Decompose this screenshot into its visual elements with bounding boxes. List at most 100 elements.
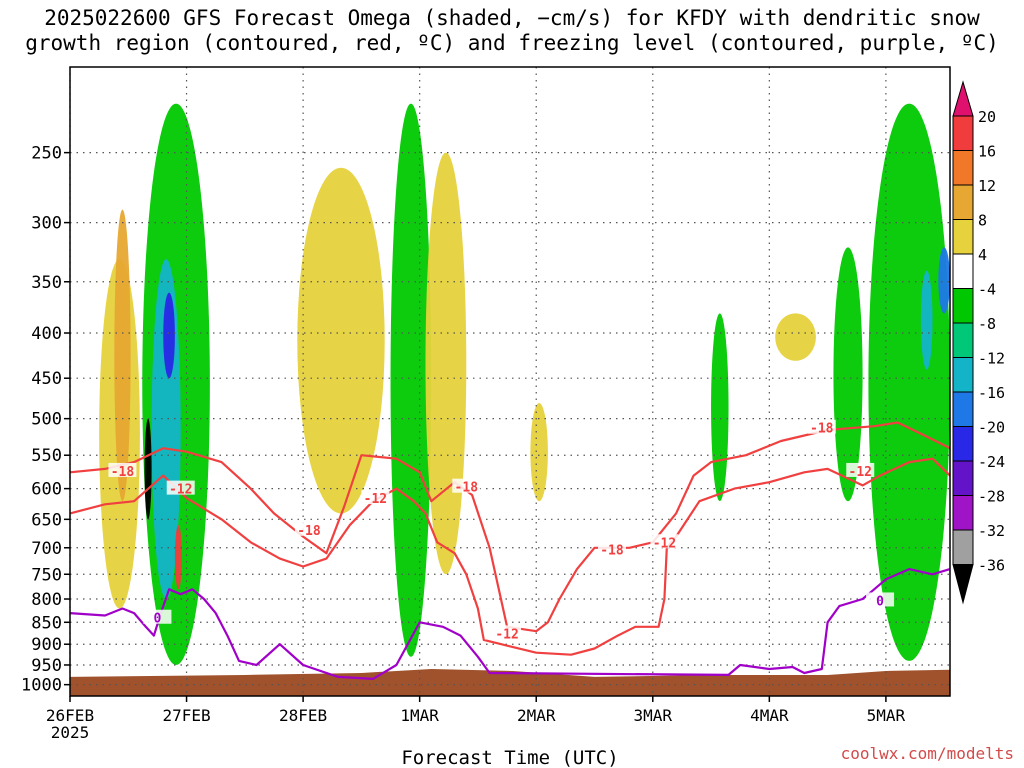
y-tick-label-550: 550 xyxy=(31,446,62,466)
colorbar-seg-10 xyxy=(952,426,974,462)
terrain-ground xyxy=(70,668,950,696)
x-tick-label-7: 5MAR xyxy=(867,706,906,725)
y-tick-label-250: 250 xyxy=(31,144,62,164)
y-tick-label-300: 300 xyxy=(31,214,62,234)
contour-label-bg-1 xyxy=(166,480,195,495)
omega-region-11 xyxy=(711,313,729,502)
plot-frame xyxy=(69,66,951,697)
omega-region-9 xyxy=(425,152,467,575)
colorbar-label-4: 4 xyxy=(978,246,987,264)
x-tick-label-1: 27FEB xyxy=(162,706,210,725)
colorbar-seg-3 xyxy=(952,184,974,220)
omega-region-5 xyxy=(144,418,152,520)
colorbar-seg-13 xyxy=(952,529,974,565)
x-tick-label-3: 1MAR xyxy=(400,706,439,725)
y-tick-label-650: 650 xyxy=(31,510,62,530)
contour-label-4: -18 xyxy=(455,481,479,496)
colorbar-seg-4 xyxy=(952,219,974,255)
omega-region-13 xyxy=(833,247,863,502)
colorbar-label-12: -32 xyxy=(978,522,1005,540)
contour-label-1: -12 xyxy=(169,483,192,498)
omega-region-14 xyxy=(868,103,951,661)
colorbar-seg-2 xyxy=(952,150,974,186)
contour-2-line xyxy=(69,567,951,681)
x-axis-title: Forecast Time (UTC) xyxy=(401,747,618,768)
contour-label-bg-9 xyxy=(846,462,875,477)
y-tick-label-850: 850 xyxy=(31,613,62,633)
colorbar-seg-11 xyxy=(952,460,974,496)
omega-region-10 xyxy=(530,402,548,502)
contour-label-7: -12 xyxy=(653,536,676,551)
y-tick-label-700: 700 xyxy=(31,539,62,559)
y-tick-label-450: 450 xyxy=(31,369,62,389)
x-tick-label-6: 4MAR xyxy=(750,706,789,725)
contour-label-0: -18 xyxy=(111,465,135,480)
omega-region-7 xyxy=(297,167,385,514)
x-tick-label-4: 2MAR xyxy=(517,706,556,725)
omega-region-6 xyxy=(174,525,182,590)
contour-label-11: 0 xyxy=(876,594,884,609)
y-tick-label-950: 950 xyxy=(31,656,62,676)
contour-label-bg-2 xyxy=(294,521,323,536)
colorbar-seg-12 xyxy=(952,495,974,531)
y-tick-label-600: 600 xyxy=(31,480,62,500)
contour-label-bg-4 xyxy=(452,478,481,493)
colorbar-seg-9 xyxy=(952,391,974,427)
colorbar-seg-6 xyxy=(952,288,974,324)
omega-region-1 xyxy=(114,209,131,502)
colorbar-label-3: 8 xyxy=(978,212,987,230)
contour-label-5: -12 xyxy=(495,627,518,642)
omega-region-15 xyxy=(920,270,933,370)
colorbar-label-11: -28 xyxy=(978,488,1005,506)
colorbar-seg-1 xyxy=(952,115,974,151)
colorbar-seg-7 xyxy=(952,322,974,358)
omega-region-12 xyxy=(775,313,816,361)
contour-label-bg-11 xyxy=(866,592,895,607)
contour-label-bg-3 xyxy=(361,490,390,505)
colorbar-label-2: 12 xyxy=(978,177,996,195)
colorbar-top-arrow xyxy=(952,80,974,117)
colorbar-seg-5 xyxy=(952,253,974,289)
colorbar-bottom-arrow xyxy=(952,564,974,605)
site-credit[interactable]: coolwx.com/modelts xyxy=(840,744,1014,763)
y-tick-label-800: 800 xyxy=(31,590,62,610)
contour-label-6: -18 xyxy=(600,543,624,558)
y-tick-label-1000: 1000 xyxy=(21,676,62,696)
x-year-label: 2025 xyxy=(51,723,90,742)
contour-1-line xyxy=(69,457,951,656)
omega-region-16 xyxy=(938,247,950,314)
colorbar-label-13: -36 xyxy=(978,557,1005,575)
y-tick-label-900: 900 xyxy=(31,635,62,655)
chart-title-line-2: growth region (contoured, red, ºC) and f… xyxy=(25,31,999,55)
contour-label-bg-8 xyxy=(807,419,836,434)
contour-label-bg-5 xyxy=(493,625,522,640)
contour-label-bg-0 xyxy=(108,462,137,477)
y-tick-label-750: 750 xyxy=(31,565,62,585)
x-tick-label-5: 3MAR xyxy=(634,706,673,725)
colorbar-label-9: -20 xyxy=(978,419,1005,437)
contour-label-bg-7 xyxy=(650,534,679,549)
colorbar-label-0: 20 xyxy=(978,108,996,126)
y-tick-label-350: 350 xyxy=(31,273,62,293)
contour-label-8: -18 xyxy=(810,422,834,437)
contour-label-10: 0 xyxy=(154,612,162,627)
omega-region-8 xyxy=(390,103,432,657)
contour-label-bg-10 xyxy=(143,609,172,624)
contour-0-line xyxy=(69,421,951,633)
colorbar-label-8: -16 xyxy=(978,384,1005,402)
contour-label-2: -18 xyxy=(297,524,321,539)
x-tick-label-0: 26FEB xyxy=(46,706,94,725)
omega-region-4 xyxy=(163,292,175,379)
colorbar-seg-8 xyxy=(952,357,974,393)
y-tick-label-500: 500 xyxy=(31,410,62,430)
colorbar-label-7: -12 xyxy=(978,350,1005,368)
colorbar-label-1: 16 xyxy=(978,143,996,161)
colorbar-label-10: -24 xyxy=(978,453,1005,471)
chart-title-line-1: 2025022600 GFS Forecast Omega (shaded, −… xyxy=(44,6,980,30)
contour-label-9: -12 xyxy=(849,465,872,480)
contour-label-3: -12 xyxy=(364,492,387,507)
colorbar-label-6: -8 xyxy=(978,315,996,333)
x-tick-label-2: 28FEB xyxy=(279,706,327,725)
colorbar-label-5: -4 xyxy=(978,281,996,299)
